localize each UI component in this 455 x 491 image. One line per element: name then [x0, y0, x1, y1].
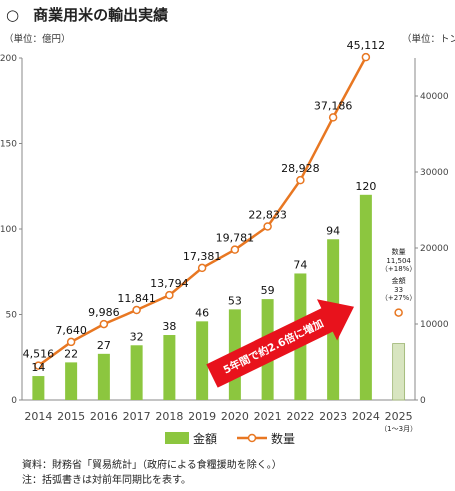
- annotation-amount-value: 33: [394, 286, 403, 294]
- chart-axes: 0 50 100 150 200 0 10000 20000 30000 40000 2014 201…: [0, 54, 449, 433]
- growth-arrow-body: [206, 299, 355, 388]
- amount-bar: [196, 321, 209, 400]
- growth-arrow-shape: 5年間で約2.6倍に増加: [206, 299, 355, 388]
- right-axis-unit: （単位：トン）: [402, 34, 455, 45]
- amount-data-label: 94: [326, 224, 340, 237]
- quantity-data-label: 22,833: [248, 208, 287, 221]
- legend-quantity-label: 数量: [271, 431, 295, 446]
- amount-data-label: 38: [162, 320, 176, 333]
- left-tick-label: 100: [0, 225, 17, 235]
- x-tick-sublabel: （1～3月）: [380, 425, 417, 433]
- x-tick-label: 2015: [57, 410, 85, 423]
- footnote-note: 注：括弧書きは対前年同期比を表す。: [22, 475, 191, 486]
- annotation-qty-change: （+18%）: [381, 265, 416, 273]
- quantity-point: [34, 361, 43, 370]
- quantity-point-2025: [394, 308, 403, 317]
- amount-bar: [130, 345, 143, 400]
- quantity-data-label: 13,794: [150, 277, 189, 290]
- amount-data-label: 32: [130, 330, 144, 343]
- quantity-point: [99, 319, 109, 329]
- x-tick-label: 2018: [155, 410, 183, 423]
- quantity-point: [263, 222, 272, 231]
- amount-bar: [32, 376, 45, 400]
- left-tick-label: 50: [6, 311, 18, 321]
- quantity-data-label: 7,640: [55, 324, 87, 337]
- right-tick-label: 30000: [420, 168, 449, 178]
- quantity-line: [34, 52, 403, 370]
- amount-data-label: 53: [228, 294, 242, 307]
- quantity-point: [361, 52, 371, 62]
- left-tick-label: 200: [0, 54, 17, 64]
- footnotes: 資料：財務省「貿易統計」（政府による食糧援助を除く。） 注：括弧書きは対前年同期…: [22, 458, 282, 488]
- data-labels: 14 22 27 32 38 46 53 59 74 94 120 4,5167,6409,98611…: [23, 39, 386, 374]
- x-tick-label: 2017: [123, 410, 151, 423]
- right-tick-label: 0: [420, 396, 426, 406]
- x-tick-label: 2016: [90, 410, 118, 423]
- x-tick-label: 2025: [385, 410, 413, 423]
- quantity-data-label: 11,841: [117, 292, 156, 305]
- amount-bar: [65, 362, 78, 400]
- annotation-qty-label: 数量: [392, 247, 406, 256]
- quantity-point: [328, 113, 338, 122]
- annotation-amount-label: 金額: [392, 276, 406, 285]
- left-tick-label: 150: [0, 140, 17, 150]
- quantity-data-label: 37,186: [314, 99, 353, 112]
- quantity-data-label: 17,381: [183, 250, 222, 263]
- right-tick-label: 20000: [420, 244, 449, 254]
- footnote-source: 資料：財務省「貿易統計」（政府による食糧援助を除く。）: [22, 460, 282, 471]
- amount-data-label: 120: [355, 180, 376, 193]
- amount-bars: [32, 194, 406, 401]
- title-circle-mark: ○: [6, 6, 20, 24]
- amount-data-label: 27: [97, 339, 111, 352]
- right-tick-label: 40000: [420, 92, 449, 102]
- amount-bar: [359, 194, 372, 400]
- quantity-point: [165, 290, 174, 300]
- annotation-qty-value: 11,504: [386, 257, 411, 265]
- x-tick-label: 2024: [352, 410, 380, 423]
- x-tick-label: 2019: [188, 410, 216, 423]
- quantity-point: [296, 175, 305, 185]
- title-text: 商業用米の輸出実績: [33, 6, 169, 24]
- quantity-point: [132, 305, 141, 315]
- quantity-point: [197, 263, 207, 273]
- x-tick-label: 2022: [286, 410, 314, 423]
- quantity-data-label: 9,986: [88, 306, 120, 319]
- export-chart: 0 50 100 150 200 0 10000 20000 30000 40000 2014 201…: [0, 39, 449, 446]
- legend-amount-swatch: [165, 432, 189, 444]
- chart-legend: 金額 数量: [165, 431, 295, 446]
- amount-bar: [97, 353, 110, 400]
- x-tick-label: 2014: [24, 410, 52, 423]
- annotation-amount-change: （+27%）: [381, 294, 416, 302]
- quantity-data-label: 19,781: [216, 232, 255, 245]
- quantity-data-label: 4,516: [23, 348, 55, 361]
- quantity-point: [66, 337, 76, 347]
- quantity-data-label: 45,112: [347, 39, 386, 52]
- amount-data-label: 14: [31, 361, 45, 374]
- quantity-point: [230, 245, 240, 254]
- amount-data-label: 46: [195, 306, 209, 319]
- chart-title: ○ 商業用米の輸出実績: [6, 4, 168, 25]
- x-tick-label: 2021: [254, 410, 282, 423]
- x-tick-label: 2023: [319, 410, 347, 423]
- amount-bar: [392, 343, 406, 401]
- quantity-data-label: 28,928: [281, 162, 320, 175]
- left-axis-unit: （単位：億円）: [4, 34, 71, 45]
- amount-data-label: 22: [64, 347, 78, 360]
- growth-arrow: 5年間で約2.6倍に増加: [206, 299, 355, 388]
- right-tick-label: 10000: [420, 320, 449, 330]
- left-tick-label: 0: [11, 396, 17, 406]
- legend-amount-label: 金額: [193, 431, 217, 446]
- amount-data-label: 74: [293, 258, 307, 271]
- amount-data-label: 59: [261, 284, 275, 297]
- amount-bar: [163, 335, 176, 400]
- x-tick-label: 2020: [221, 410, 249, 423]
- legend-quantity-marker: [247, 433, 257, 443]
